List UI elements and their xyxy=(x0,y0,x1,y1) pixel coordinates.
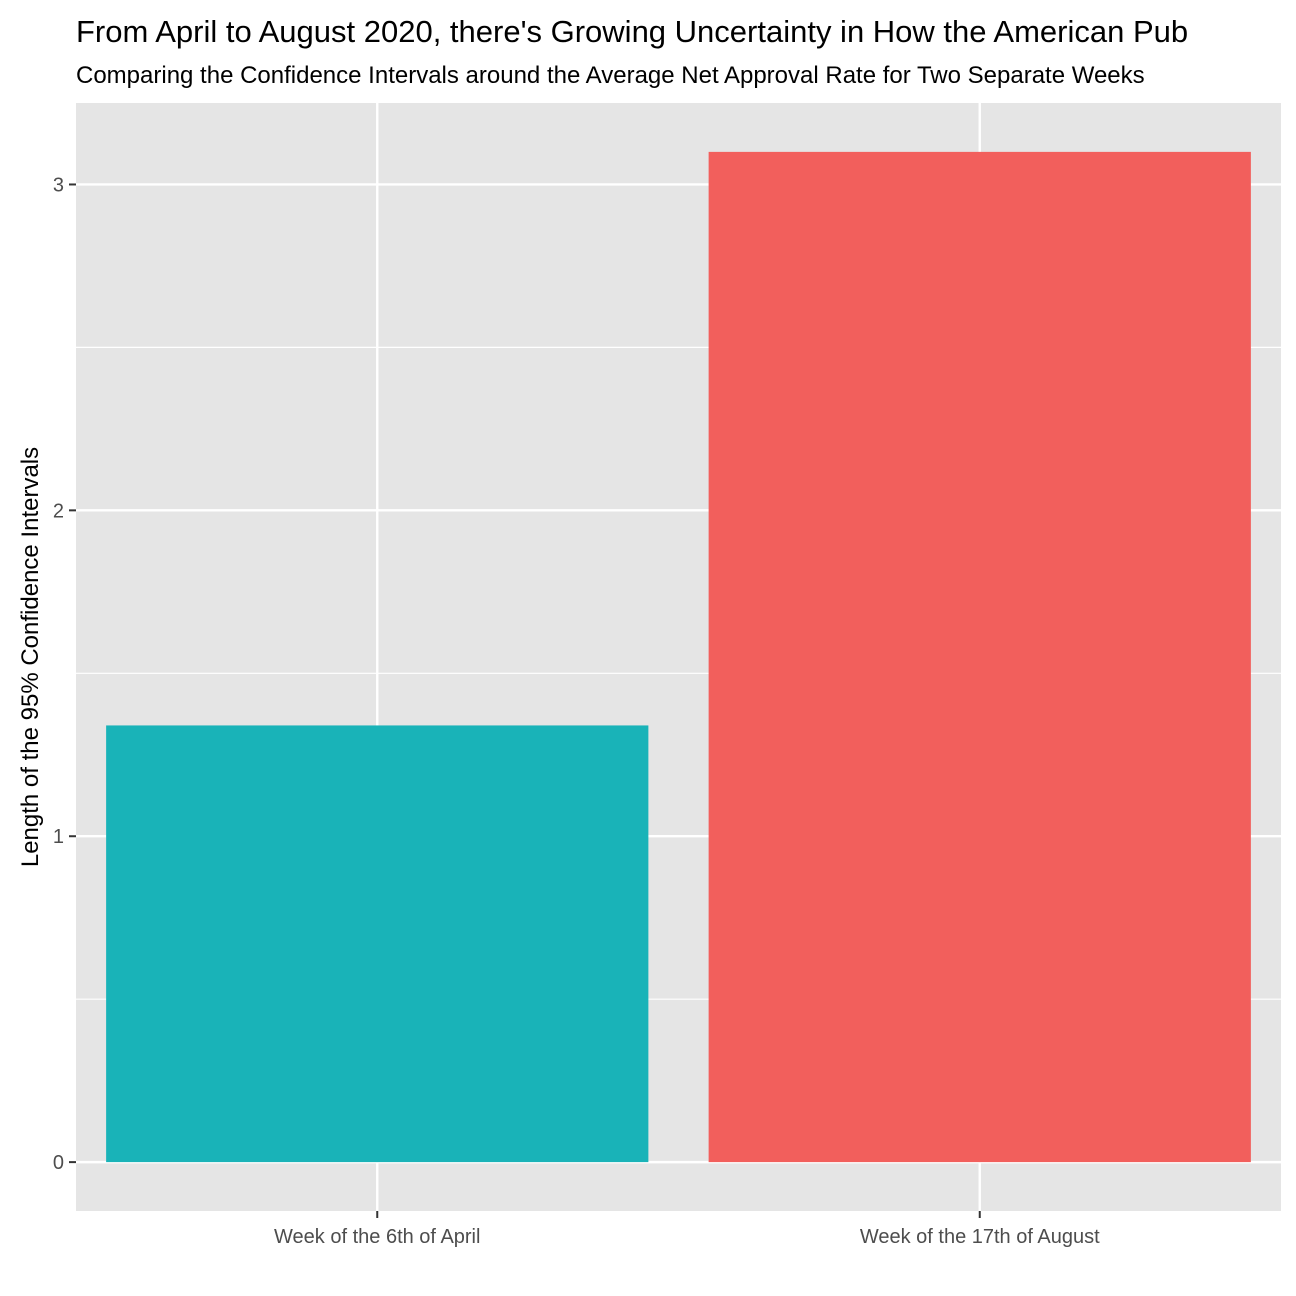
chart-subtitle: Comparing the Confidence Intervals aroun… xyxy=(76,62,1145,89)
chart-title: From April to August 2020, there's Growi… xyxy=(76,14,1188,49)
y-tick-label: 3 xyxy=(53,174,64,196)
bar-1 xyxy=(106,725,649,1163)
y-axis-label: Length of the 95% Confidence Intervals xyxy=(17,447,44,867)
y-tick-label: 0 xyxy=(53,1152,64,1174)
y-tick-label: 2 xyxy=(53,500,64,522)
x-tick-label: Week of the 6th of April xyxy=(274,1226,480,1248)
axis-layer: 0 1 2 3 Week of the 6th of April Week of the … xyxy=(53,174,1100,1248)
bar-layer xyxy=(106,151,1251,1163)
y-tick-label: 1 xyxy=(53,826,64,848)
bar-2 xyxy=(708,151,1251,1163)
x-tick-label: Week of the 17th of August xyxy=(860,1226,1100,1248)
